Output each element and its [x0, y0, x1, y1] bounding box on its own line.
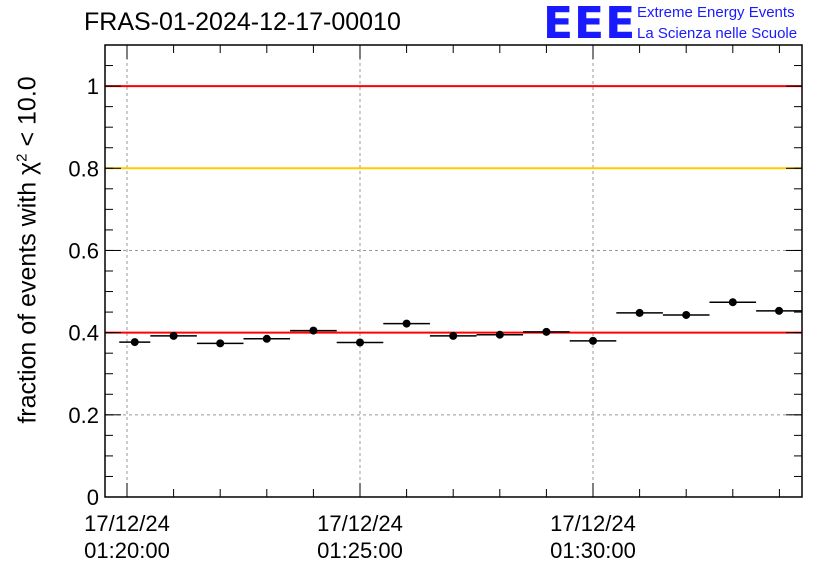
- y-tick-label: 0.2: [68, 403, 99, 428]
- y-tick-label: 1: [87, 74, 99, 99]
- data-point: [775, 306, 784, 315]
- y-tick-label: 0.4: [68, 321, 99, 346]
- data-point: [262, 334, 271, 343]
- x-tick-label-time: 01:30:00: [550, 538, 636, 563]
- data-point: [309, 326, 318, 335]
- data-point: [130, 338, 139, 347]
- x-tick-label-date: 17/12/24: [550, 511, 636, 536]
- data-point: [495, 330, 504, 339]
- y-tick-label: 0.6: [68, 238, 99, 263]
- logo-text-line2: La Scienza nelle Scuole: [637, 25, 798, 42]
- data-point: [449, 331, 458, 340]
- data-point: [356, 338, 364, 347]
- data-point: [728, 298, 737, 307]
- y-tick-label: 0: [87, 485, 99, 510]
- x-tick-label-date: 17/12/24: [317, 511, 403, 536]
- eee-logo: EEE Extreme Energy Events La Scienza nel…: [543, 0, 833, 49]
- data-point: [682, 310, 691, 319]
- data-point: [216, 339, 225, 348]
- logo-text-line1: Extreme Energy Events: [637, 4, 795, 21]
- data-point: [542, 327, 551, 336]
- plot-frame: [104, 44, 803, 498]
- data-point: [169, 331, 178, 340]
- eee-logo-mark: EEE: [543, 0, 637, 49]
- x-tick-label-time: 01:25:00: [317, 538, 403, 563]
- x-tick-label-time: 01:20:00: [84, 538, 170, 563]
- data-point: [589, 336, 597, 345]
- y-tick-label: 0.8: [68, 156, 99, 181]
- data-point: [402, 319, 411, 328]
- chart-title: FRAS-01-2024-12-17-00010: [84, 8, 401, 36]
- x-tick-label-date: 17/12/24: [84, 511, 170, 536]
- data-point: [635, 308, 644, 317]
